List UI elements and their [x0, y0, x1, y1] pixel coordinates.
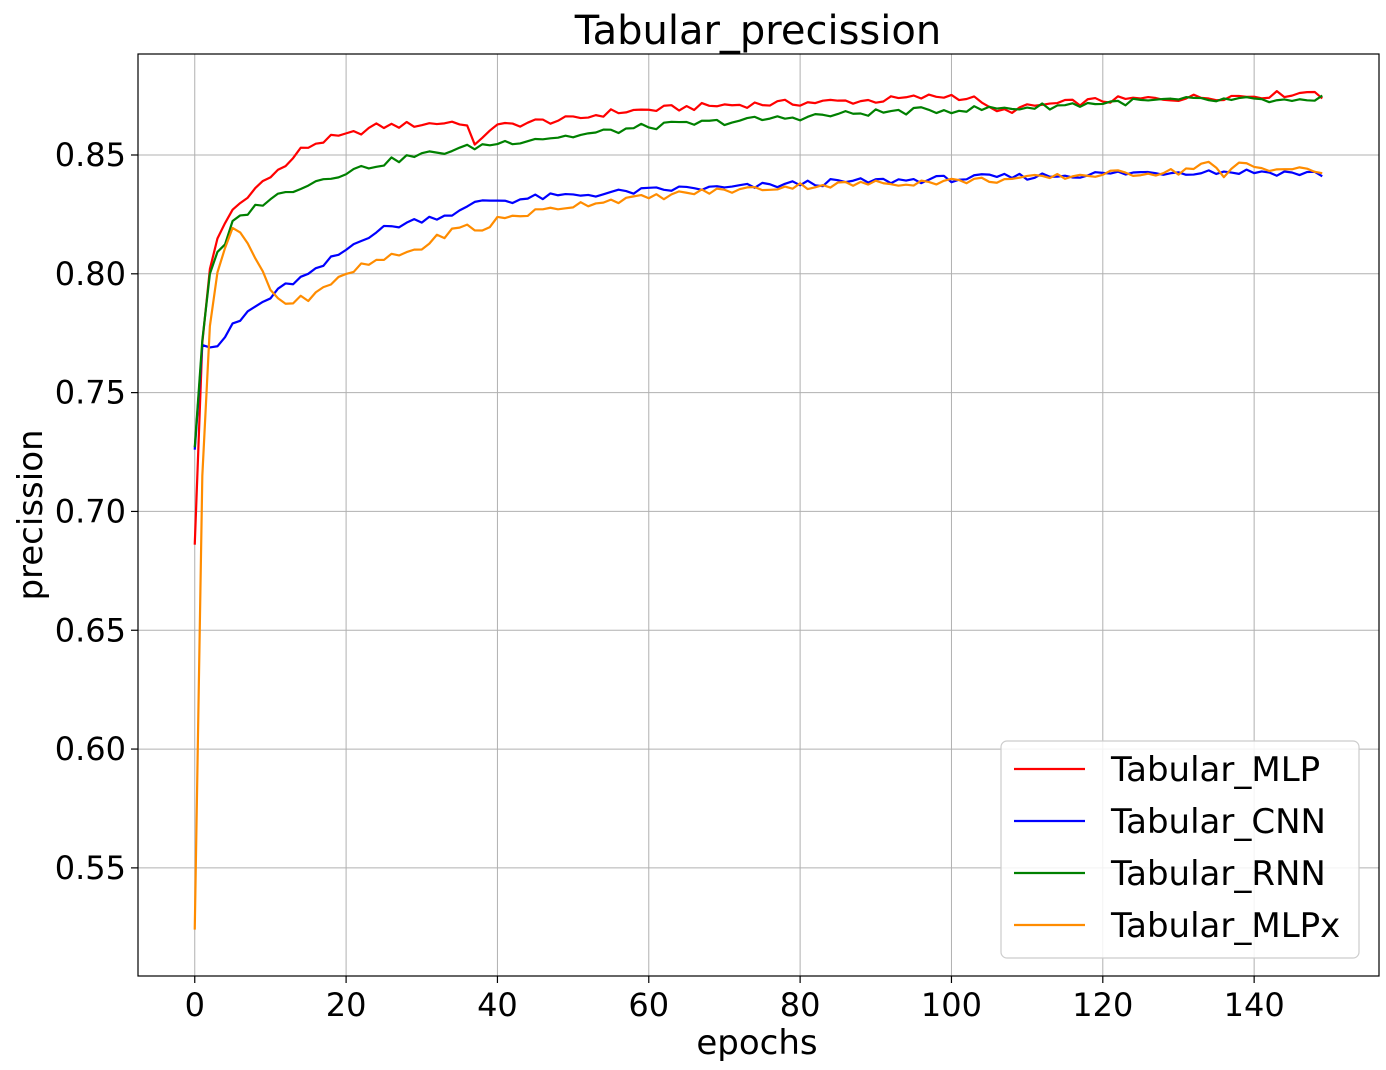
x-tick-label: 140 — [1224, 986, 1285, 1024]
x-axis-label: epochs — [696, 1023, 817, 1063]
legend-label: Tabular_RNN — [1110, 854, 1326, 894]
x-tick-label: 40 — [477, 986, 518, 1024]
legend-items: Tabular_MLP Tabular_CNN Tabular_RNN Tabular… — [1014, 750, 1340, 946]
y-tick-label: 0.70 — [55, 492, 126, 530]
legend-label: Tabular_MLP — [1110, 750, 1320, 790]
y-tick-label: 0.80 — [55, 255, 126, 293]
legend-label: Tabular_CNN — [1110, 802, 1326, 842]
x-tick-label: 100 — [921, 986, 982, 1024]
y-tick-label: 0.55 — [55, 849, 126, 887]
series-line-tabular-cnn — [193, 168, 1323, 450]
legend: Tabular_MLP Tabular_CNN Tabular_RNN Tabular… — [1000, 740, 1360, 959]
series-lines — [193, 90, 1323, 930]
y-tick-label: 0.65 — [55, 611, 126, 649]
legend-box — [1000, 740, 1360, 959]
y-tick-label: 0.75 — [55, 374, 126, 412]
chart-title: Tabular_precission — [574, 8, 941, 54]
x-tick-label: 0 — [185, 986, 205, 1024]
x-tick-label: 80 — [780, 986, 821, 1024]
axis-ticks: 0 20 40 60 80 100 120 140 0.55 0.60 0.65 0.70 0.75 0.… — [55, 136, 1285, 1024]
y-axis-label: precission — [11, 429, 51, 600]
series-line-tabular-mlpx — [193, 160, 1323, 930]
plot-frame — [137, 53, 1380, 977]
y-tick-label: 0.85 — [55, 136, 126, 174]
x-tick-label: 20 — [326, 986, 367, 1024]
series-line-tabular-rnn — [193, 94, 1323, 448]
series-line-tabular-mlp — [193, 90, 1323, 545]
y-tick-label: 0.60 — [55, 730, 126, 768]
x-tick-label: 120 — [1072, 986, 1133, 1024]
legend-label: Tabular_MLPx — [1110, 906, 1340, 946]
x-tick-label: 60 — [628, 986, 669, 1024]
